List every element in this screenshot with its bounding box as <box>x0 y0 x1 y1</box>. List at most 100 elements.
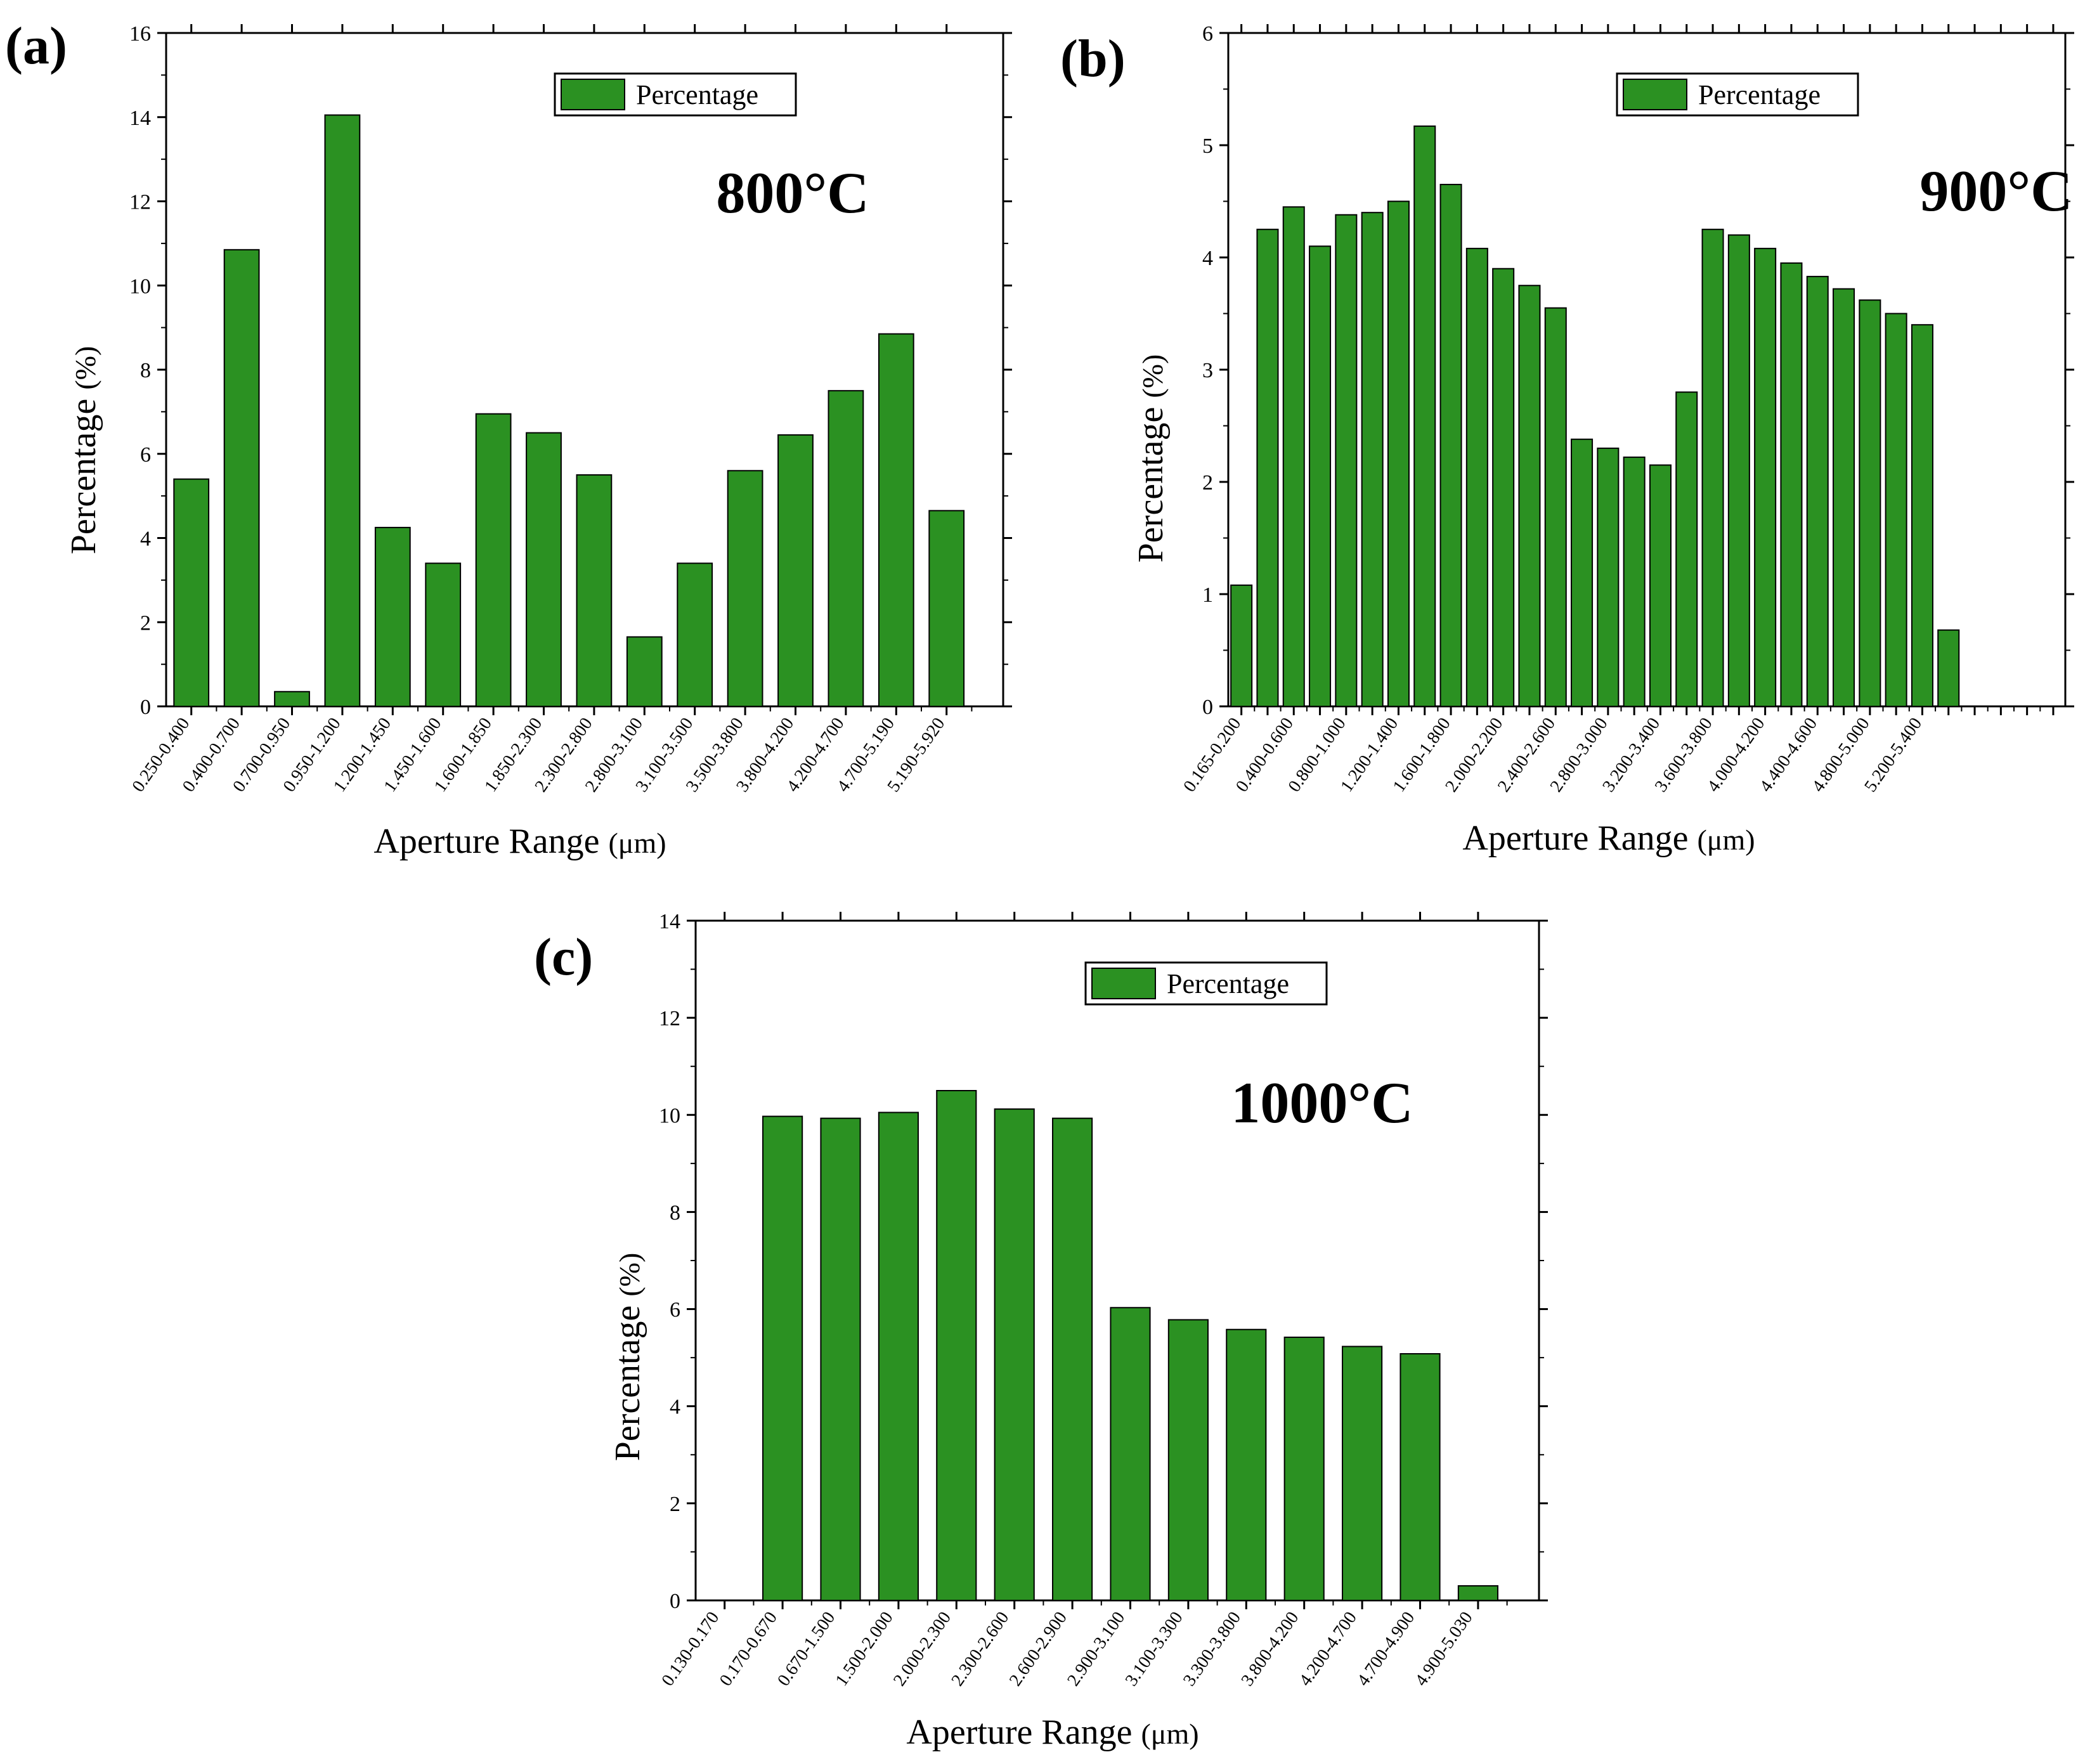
legend-swatch <box>561 79 625 110</box>
x-category-label: 2.000-2.300 <box>890 1608 955 1690</box>
x-axis-title: Aperture Range (μm) <box>373 822 666 861</box>
bar <box>762 1115 803 1601</box>
bar <box>1110 1307 1151 1601</box>
temperature-annotation: 800°C <box>716 160 869 225</box>
y-axis-title-text: Percentage <box>64 399 103 555</box>
bar <box>1623 457 1646 707</box>
bar <box>1492 268 1515 707</box>
bar <box>1885 313 1907 707</box>
y-tick-label: 4 <box>140 528 151 551</box>
x-category-label: 3.300-3.800 <box>1179 1608 1245 1690</box>
y-tick-label: 12 <box>129 191 151 214</box>
bar <box>626 636 663 708</box>
bar <box>475 413 512 707</box>
bar <box>1282 206 1305 708</box>
y-tick-label: 2 <box>670 1493 680 1516</box>
bar <box>223 249 260 707</box>
panel-label: (a) <box>5 16 67 75</box>
bar <box>1571 438 1594 707</box>
x-axis-title: Aperture Range (μm) <box>906 1713 1198 1752</box>
panel-label: (b) <box>1060 29 1126 88</box>
y-tick-label: 0 <box>670 1590 680 1613</box>
y-tick-label: 2 <box>1202 471 1213 495</box>
bar <box>820 1117 861 1602</box>
bar <box>1230 584 1253 708</box>
x-axis-title-text: Aperture Range <box>373 822 599 861</box>
bar <box>526 432 562 707</box>
bar <box>1335 214 1358 707</box>
x-category-label: 2.300-2.600 <box>947 1608 1013 1690</box>
bar <box>1780 262 1803 708</box>
bar <box>727 470 763 707</box>
bar <box>1256 228 1279 707</box>
bar <box>1675 391 1698 708</box>
x-category-label: 0.130-0.170 <box>658 1608 723 1690</box>
y-tick-label: 8 <box>670 1201 680 1224</box>
bar <box>1544 307 1567 707</box>
x-category-label: 2.600-2.900 <box>1006 1608 1071 1690</box>
bar <box>1283 1336 1325 1602</box>
y-axis-title: Percentage (%) <box>64 346 103 555</box>
legend-label: Percentage <box>1167 968 1289 999</box>
bar <box>1226 1328 1267 1602</box>
x-category-label: 4.200-4.700 <box>1296 1608 1361 1690</box>
bar <box>1701 228 1724 707</box>
panel-b-900c-chart: 01234560.165-0.2000.400-0.6000.800-1.000… <box>1060 22 2074 858</box>
bar <box>1518 285 1541 707</box>
y-tick-label: 4 <box>670 1396 680 1419</box>
x-category-label: 3.100-3.300 <box>1122 1608 1187 1690</box>
bar <box>1833 288 1855 707</box>
y-tick-label: 2 <box>140 611 151 635</box>
bar <box>274 691 310 708</box>
bar <box>1859 299 1881 707</box>
x-category-label: 4.900-5.030 <box>1412 1608 1477 1690</box>
bar <box>1597 447 1620 708</box>
bar <box>994 1108 1035 1601</box>
y-axis-title-text: Percentage <box>608 1306 647 1462</box>
bar <box>677 562 713 708</box>
panel-label: (c) <box>534 928 593 987</box>
legend-swatch <box>1091 968 1156 999</box>
bar <box>374 526 411 707</box>
y-tick-label: 6 <box>140 443 151 467</box>
y-axis-unit: (%) <box>613 1253 646 1297</box>
panel-a-800c-chart: 02468101214160.250-0.4000.400-0.7000.700… <box>5 16 1012 861</box>
y-axis-unit: (%) <box>1136 354 1169 398</box>
bar <box>777 434 814 707</box>
y-tick-label: 6 <box>1202 22 1213 46</box>
y-axis-title: Percentage (%) <box>1131 354 1171 563</box>
y-tick-label: 16 <box>129 22 151 46</box>
x-category-label: 1.500-2.000 <box>832 1608 897 1690</box>
x-category-label: 3.800-4.200 <box>1237 1608 1302 1690</box>
legend-label: Percentage <box>1698 79 1821 110</box>
x-category-label: 2.900-3.100 <box>1063 1608 1129 1690</box>
bar <box>828 390 864 707</box>
bar <box>1465 247 1488 707</box>
x-axis-unit: (μm) <box>1141 1718 1198 1750</box>
bar <box>1754 247 1777 707</box>
y-tick-label: 10 <box>659 1104 680 1127</box>
bar <box>1342 1346 1383 1602</box>
bar <box>173 478 210 707</box>
y-tick-label: 14 <box>129 107 151 130</box>
temperature-annotation: 1000°C <box>1231 1070 1413 1135</box>
y-tick-label: 6 <box>670 1299 680 1322</box>
bar <box>1413 125 1436 708</box>
y-tick-label: 8 <box>140 359 151 382</box>
bar <box>1361 212 1384 707</box>
bar <box>936 1090 977 1601</box>
x-axis-unit: (μm) <box>608 827 666 859</box>
x-axis-unit: (μm) <box>1697 824 1755 856</box>
bar <box>1806 276 1829 707</box>
bar <box>1937 629 1960 708</box>
x-axis-title: Aperture Range (μm) <box>1462 819 1755 858</box>
y-tick-label: 0 <box>140 696 151 719</box>
bar <box>324 114 361 707</box>
x-category-label: 0.670-1.500 <box>774 1608 839 1690</box>
y-tick-label: 1 <box>1202 583 1213 607</box>
y-tick-label: 14 <box>659 910 680 933</box>
bar <box>1727 234 1750 708</box>
y-axis-title: Percentage (%) <box>608 1253 647 1462</box>
bar <box>1911 324 1933 707</box>
